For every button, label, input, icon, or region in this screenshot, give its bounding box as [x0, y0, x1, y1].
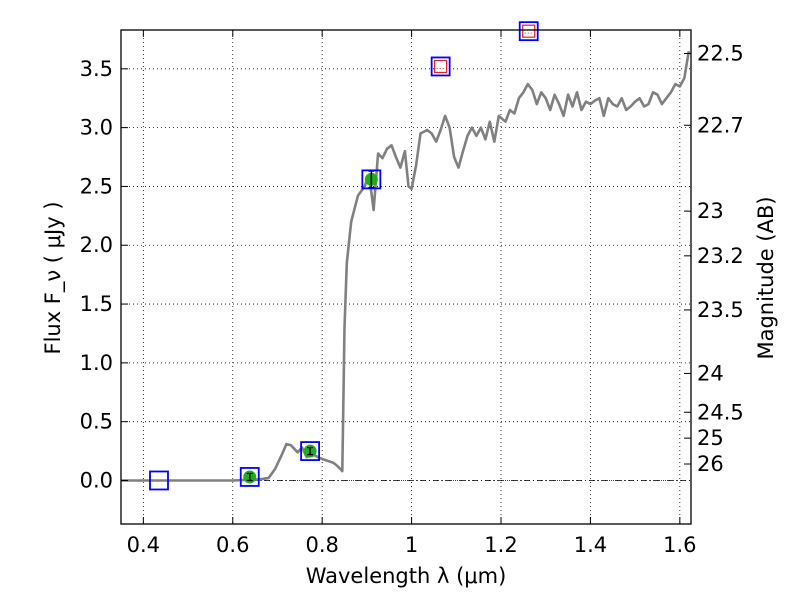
y-tick-label: 1.0 — [80, 351, 113, 375]
y2-tick-label: 23.2 — [697, 244, 744, 268]
photometry-point — [430, 56, 451, 77]
y2-tick-label: 25 — [697, 426, 724, 450]
y-tick-label: 0.0 — [80, 468, 113, 492]
grid — [121, 30, 691, 524]
x-tick-label: 0.8 — [305, 533, 338, 557]
y-tick-label: 2.5 — [80, 174, 113, 198]
x-tick-label: 1.4 — [574, 533, 607, 557]
y2-tick-label: 24.5 — [697, 400, 744, 424]
y-tick-label: 1.5 — [80, 292, 113, 316]
photometry-point — [149, 470, 169, 491]
y2-tick-label: 26 — [697, 452, 724, 476]
model-square-marker — [522, 24, 536, 38]
y-tick-label: 3.5 — [80, 57, 113, 81]
photometry-point — [518, 21, 539, 42]
photometry-layer — [149, 21, 539, 491]
tick-labels: 0.4 0.6 0.8 1 1.2 1.4 1.6 0.0 0.5 1.0 1.5 2.0 2.5 3.0… — [80, 42, 744, 557]
x-tick-label: 1.6 — [663, 533, 696, 557]
plot-frame — [120, 29, 692, 525]
x-tick-label: 0.4 — [127, 533, 160, 557]
y2-tick-label: 23 — [697, 199, 724, 223]
ticks — [121, 30, 691, 524]
filter-box-marker — [430, 56, 451, 77]
x-tick-label: 1.2 — [484, 533, 517, 557]
series-layer — [121, 50, 691, 482]
y-tick-label: 3.0 — [80, 116, 113, 140]
x-axis-title: Wavelength λ (μm) — [306, 564, 507, 588]
filter-box-marker — [149, 470, 169, 491]
filter-box-marker — [239, 467, 260, 487]
y-axis-title: Flux F_ν ( μJy ) — [41, 201, 66, 354]
model-square-marker — [434, 59, 448, 74]
filter-box-marker — [300, 441, 321, 461]
filter-box-marker — [361, 169, 382, 190]
y2-tick-label: 22.7 — [697, 113, 744, 137]
y-tick-label: 2.0 — [80, 233, 113, 257]
photometry-point — [361, 169, 382, 190]
spectrum-line — [121, 50, 691, 482]
filter-box-marker — [518, 21, 539, 42]
photometry-point — [300, 441, 321, 461]
x-tick-label: 1 — [405, 533, 418, 557]
right-y-axis-title: Magnitude (AB) — [754, 196, 778, 359]
y2-tick-label: 24 — [697, 361, 724, 385]
y-tick-label: 0.5 — [80, 410, 113, 434]
x-tick-label: 0.6 — [216, 533, 249, 557]
y2-tick-label: 23.5 — [697, 298, 744, 322]
photometry-point — [239, 467, 260, 487]
y2-tick-label: 22.5 — [697, 42, 744, 66]
